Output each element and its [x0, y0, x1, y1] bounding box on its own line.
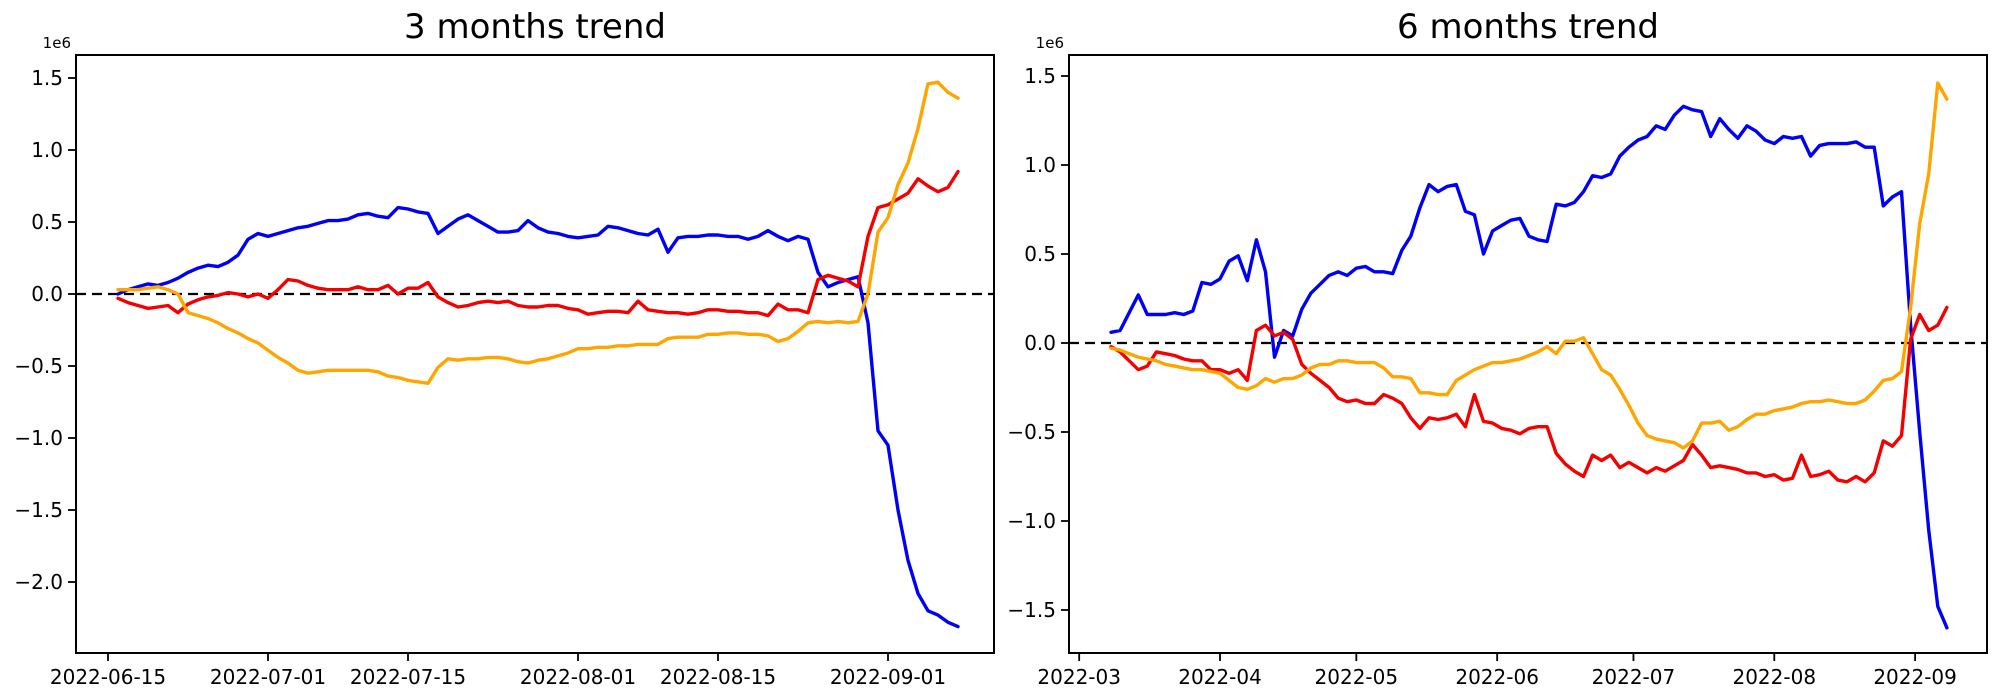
chart-6-months-trend: 6 months trend 1e6 1.5 1.0 0.5 0.0 −0.5 −1.0 −1.… [1007, 7, 1988, 689]
y-tick-label: 1.0 [1024, 153, 1056, 177]
x-tick-label: 2022-09-01 [830, 665, 946, 689]
series-line-blue [1109, 104, 1949, 630]
x-tick-label: 2022-07-15 [350, 665, 466, 689]
x-tick-label: 2022-06-15 [50, 665, 166, 689]
x-tick-label: 2022-03 [1037, 665, 1121, 689]
y-tick-label: −0.5 [1007, 420, 1056, 444]
y-tick-label: 0.0 [1024, 331, 1056, 355]
y-tick-label: −2.0 [14, 570, 63, 594]
plot-border [75, 54, 995, 654]
chart-title: 6 months trend [1397, 7, 1659, 47]
x-tick-label: 2022-07-01 [210, 665, 326, 689]
series-line-blue [116, 205, 960, 629]
y-axis-offset-label: 1e6 [1036, 34, 1064, 52]
series-line-orange [1109, 81, 1949, 450]
x-tick-label: 2022-05 [1315, 665, 1399, 689]
series-line-orange [116, 80, 960, 385]
x-tick-label: 2022-07 [1592, 665, 1676, 689]
series-line-red [116, 169, 960, 318]
y-tick-label: −0.5 [14, 354, 63, 378]
y-axis-offset-label: 1e6 [43, 34, 71, 52]
y-tick-label: 1.5 [1024, 64, 1056, 88]
x-tick-label: 2022-08-15 [660, 665, 776, 689]
x-tick-label: 2022-04 [1178, 665, 1262, 689]
y-tick-label: −1.0 [14, 426, 63, 450]
y-tick-label: −1.0 [1007, 509, 1056, 533]
plot-border [1068, 54, 1988, 654]
y-tick-label: 1.0 [31, 138, 63, 162]
chart-title: 3 months trend [404, 7, 666, 47]
y-tick-label: 1.5 [31, 66, 63, 90]
series-line-red [1109, 305, 1949, 484]
x-tick-label: 2022-09 [1873, 665, 1957, 689]
y-tick-label: 0.0 [31, 282, 63, 306]
y-tick-label: 0.5 [1024, 242, 1056, 266]
y-tick-label: −1.5 [1007, 598, 1056, 622]
y-tick-label: 0.5 [31, 210, 63, 234]
chart-3-months-trend: 3 months trend 1e6 1.5 1.0 0.5 0.0 −0.5 −1.0 −1.… [14, 7, 995, 689]
y-tick-label: −1.5 [14, 498, 63, 522]
x-tick-label: 2022-06 [1455, 665, 1539, 689]
x-tick-label: 2022-08-01 [520, 665, 636, 689]
x-tick-label: 2022-08 [1732, 665, 1816, 689]
